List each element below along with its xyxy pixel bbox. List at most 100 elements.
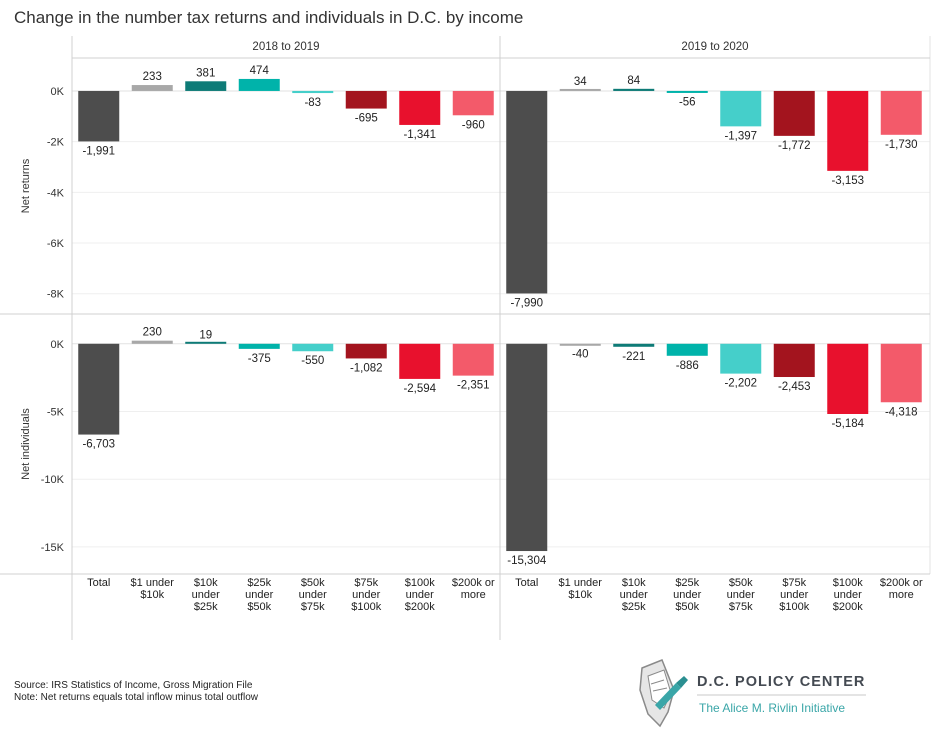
dc-policy-center-logo: D.C. POLICY CENTER The Alice M. Rivlin I… bbox=[639, 659, 866, 728]
category-label-line: $1 under bbox=[131, 577, 175, 589]
y-tick-label: -10K bbox=[41, 474, 65, 486]
category-label-line: $50k bbox=[675, 601, 699, 613]
category-label: $50k under $75k bbox=[727, 577, 755, 613]
data-label: -15,304 bbox=[507, 555, 547, 567]
column-header: 2019 to 2020 bbox=[681, 41, 748, 53]
category-label-line: $10k bbox=[194, 577, 218, 589]
data-label: -4,318 bbox=[885, 406, 918, 418]
bar bbox=[559, 343, 601, 346]
grid-layer: 0K -2K -4K -6K -8K Net returns 0K -5K -10K -15K Ne… bbox=[20, 86, 930, 554]
bar bbox=[399, 343, 441, 379]
category-label-line: under bbox=[406, 589, 434, 601]
y-tick-label: -6K bbox=[47, 238, 65, 250]
category-label-line: $75k bbox=[354, 577, 378, 589]
bar bbox=[506, 343, 548, 552]
category-label: Total bbox=[87, 577, 110, 589]
category-label-line: $100k bbox=[779, 601, 809, 613]
bar bbox=[827, 343, 869, 414]
category-label-line: $75k bbox=[782, 577, 806, 589]
category-label-line: $25k bbox=[675, 577, 699, 589]
data-label: -40 bbox=[572, 348, 589, 360]
bar bbox=[185, 341, 227, 344]
data-label: 233 bbox=[143, 71, 162, 83]
bar bbox=[292, 90, 334, 94]
bar bbox=[345, 343, 387, 359]
bar bbox=[666, 90, 708, 93]
category-label: $75k under $100k bbox=[779, 577, 809, 613]
data-label: 34 bbox=[574, 76, 587, 88]
bar bbox=[452, 343, 494, 376]
category-label-line: Total bbox=[87, 577, 110, 589]
category-label-line: under bbox=[620, 589, 648, 601]
bar bbox=[773, 90, 815, 136]
column-header: 2018 to 2019 bbox=[252, 41, 319, 53]
category-label: Total bbox=[515, 577, 538, 589]
y-tick-label: 0K bbox=[51, 86, 65, 98]
category-label-line: $100k bbox=[405, 577, 435, 589]
category-label: $200k or more bbox=[452, 577, 495, 601]
data-label: -550 bbox=[301, 355, 324, 367]
category-label-line: $75k bbox=[729, 601, 753, 613]
y-tick-label: -8K bbox=[47, 289, 65, 301]
category-label-line: more bbox=[461, 589, 486, 601]
bar bbox=[78, 90, 120, 142]
dc-map-icon bbox=[639, 659, 688, 728]
y-tick-label: -15K bbox=[41, 542, 65, 554]
data-label: -1,991 bbox=[82, 145, 115, 157]
bar bbox=[399, 90, 441, 125]
bar bbox=[185, 81, 227, 91]
data-label: -6,703 bbox=[82, 439, 115, 451]
bar bbox=[452, 90, 494, 116]
data-label: 19 bbox=[199, 330, 212, 342]
data-label: 474 bbox=[250, 65, 270, 77]
bar bbox=[880, 90, 922, 135]
category-label-line: $25k bbox=[247, 577, 271, 589]
data-label: -3,153 bbox=[831, 175, 864, 187]
bar bbox=[827, 90, 869, 171]
data-label: -1,772 bbox=[778, 140, 811, 152]
bar bbox=[131, 85, 173, 91]
category-label-line: $25k bbox=[194, 601, 218, 613]
y-tick-label: -5K bbox=[47, 407, 65, 419]
category-label-line: $10k bbox=[622, 577, 646, 589]
bar bbox=[78, 343, 120, 435]
data-label: -2,594 bbox=[403, 383, 436, 395]
category-label-line: under bbox=[780, 589, 808, 601]
y-axis-label: Net returns bbox=[20, 158, 32, 213]
category-label-line: under bbox=[352, 589, 380, 601]
category-label-line: $50k bbox=[301, 577, 325, 589]
bar bbox=[880, 343, 922, 403]
category-label: $200k or more bbox=[880, 577, 923, 601]
data-label: -5,184 bbox=[831, 418, 864, 430]
category-label: $25k under $50k bbox=[245, 577, 273, 613]
bar bbox=[666, 343, 708, 356]
bar bbox=[720, 90, 762, 127]
data-label: -886 bbox=[676, 360, 699, 372]
category-label: $50k under $75k bbox=[299, 577, 327, 613]
data-label: -56 bbox=[679, 96, 696, 108]
category-label-line: $50k bbox=[247, 601, 271, 613]
data-label: -7,990 bbox=[510, 297, 543, 309]
category-label-line: under bbox=[245, 589, 273, 601]
category-label: $25k under $50k bbox=[673, 577, 701, 613]
data-label: 230 bbox=[143, 327, 162, 339]
logo-subtitle: The Alice M. Rivlin Initiative bbox=[699, 701, 845, 715]
bar bbox=[506, 90, 548, 294]
chart-title: Change in the number tax returns and ind… bbox=[14, 8, 523, 27]
bar bbox=[773, 343, 815, 378]
category-label-line: $10k bbox=[140, 589, 164, 601]
y-tick-label: -4K bbox=[47, 187, 65, 199]
footer-note: Note: Net returns equals total inflow mi… bbox=[14, 692, 259, 703]
data-label: -2,351 bbox=[457, 380, 490, 392]
category-label-line: under bbox=[673, 589, 701, 601]
data-label: -221 bbox=[622, 351, 645, 363]
category-label-line: under bbox=[192, 589, 220, 601]
bar bbox=[131, 340, 173, 344]
data-label: -1,730 bbox=[885, 139, 918, 151]
category-label-line: $200k bbox=[405, 601, 435, 613]
bar bbox=[613, 343, 655, 347]
bar bbox=[613, 88, 655, 91]
category-label-line: $75k bbox=[301, 601, 325, 613]
labels-layer: -1,991 233 381 474 -83 -695 -1,341 -960 -7,990 34… bbox=[82, 65, 923, 613]
